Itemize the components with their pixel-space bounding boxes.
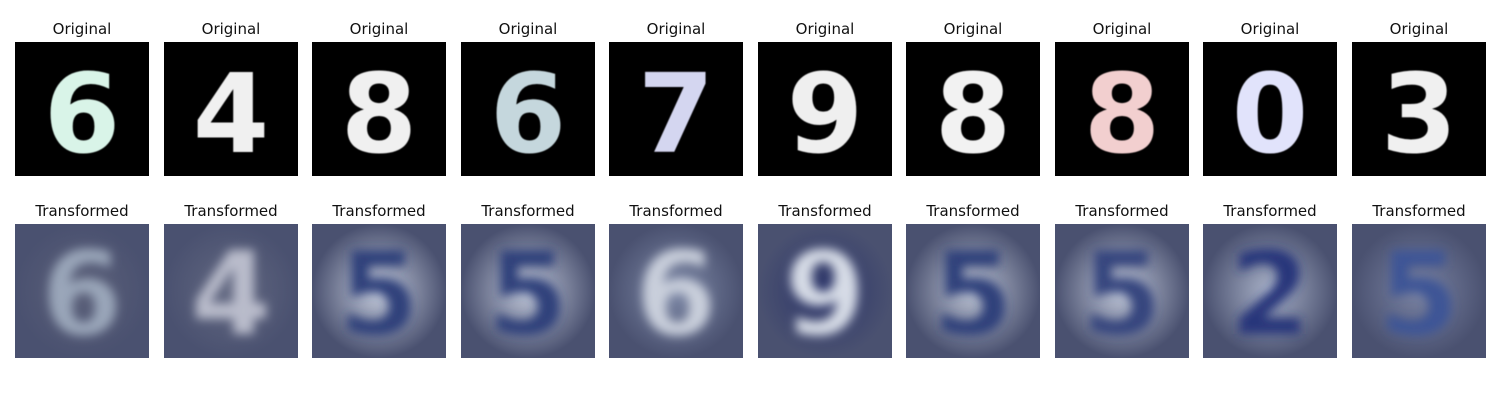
transformed-image: 4 <box>164 224 298 358</box>
transformed-image: 5 <box>906 224 1040 358</box>
digit-glyph: 3 <box>1381 50 1458 176</box>
image-background <box>312 224 446 358</box>
digit-glyph: 5 <box>1082 228 1162 358</box>
image-background <box>1352 42 1486 176</box>
digit-glyph: 5 <box>933 228 1013 358</box>
original-image: 4 <box>164 42 298 176</box>
image-background <box>1203 224 1337 358</box>
original-image: 0 <box>1203 42 1337 176</box>
transformed-image: 5 <box>1055 224 1189 358</box>
image-background <box>15 42 149 176</box>
transformed-image: 5 <box>1352 224 1486 358</box>
image-background <box>1055 42 1189 176</box>
original-title: Original <box>646 20 706 38</box>
transformed-title: Transformed <box>778 202 872 220</box>
digit-glyph: 4 <box>191 228 271 358</box>
transformed-title: Transformed <box>926 202 1020 220</box>
digit-glyph: 6 <box>44 50 121 176</box>
original-image: 6 <box>15 42 149 176</box>
original-title: Original <box>52 20 112 38</box>
original-title: Original <box>498 20 558 38</box>
original-title: Original <box>349 20 409 38</box>
image-background <box>1055 224 1189 358</box>
original-image: 6 <box>461 42 595 176</box>
digit-glyph: 5 <box>1379 228 1459 358</box>
transformed-title: Transformed <box>1223 202 1317 220</box>
digit-glyph: 6 <box>42 228 122 358</box>
original-image: 8 <box>312 42 446 176</box>
digit-glyph: 5 <box>488 228 568 358</box>
original-title: Original <box>1092 20 1152 38</box>
image-background <box>758 224 892 358</box>
original-title: Original <box>1389 20 1449 38</box>
image-background <box>164 42 298 176</box>
original-image: 8 <box>906 42 1040 176</box>
digit-glyph: 2 <box>1230 228 1310 358</box>
digit-glyph: 9 <box>787 50 864 176</box>
transformed-title: Transformed <box>1075 202 1169 220</box>
digit-glyph: 4 <box>193 50 270 176</box>
original-image: 9 <box>758 42 892 176</box>
digit-glyph: 9 <box>785 228 865 358</box>
digit-glyph: 8 <box>1084 50 1161 176</box>
original-image: 8 <box>1055 42 1189 176</box>
image-background <box>609 224 743 358</box>
image-background <box>164 224 298 358</box>
digit-glyph: 5 <box>339 228 419 358</box>
transformed-title: Transformed <box>35 202 129 220</box>
image-background <box>461 224 595 358</box>
image-background <box>312 42 446 176</box>
transformed-title: Transformed <box>1372 202 1466 220</box>
transformed-image: 5 <box>312 224 446 358</box>
image-background <box>1203 42 1337 176</box>
image-background <box>906 42 1040 176</box>
transformed-image: 6 <box>15 224 149 358</box>
transformed-title: Transformed <box>332 202 426 220</box>
digit-glyph: 6 <box>636 228 716 358</box>
original-image: 3 <box>1352 42 1486 176</box>
image-background <box>15 224 149 358</box>
image-background <box>609 42 743 176</box>
digit-glyph: 0 <box>1232 50 1309 176</box>
transformed-image: 6 <box>609 224 743 358</box>
image-background <box>758 42 892 176</box>
digit-glyph: 8 <box>341 50 418 176</box>
digit-glyph: 6 <box>490 50 567 176</box>
transformed-title: Transformed <box>481 202 575 220</box>
original-title: Original <box>201 20 261 38</box>
original-title: Original <box>795 20 855 38</box>
transformed-image: 2 <box>1203 224 1337 358</box>
transformed-title: Transformed <box>629 202 723 220</box>
transformed-title: Transformed <box>184 202 278 220</box>
transformed-image: 5 <box>461 224 595 358</box>
image-background <box>461 42 595 176</box>
original-title: Original <box>1240 20 1300 38</box>
original-title: Original <box>943 20 1003 38</box>
digit-glyph: 7 <box>638 50 715 176</box>
original-image: 7 <box>609 42 743 176</box>
digit-glyph: 8 <box>935 50 1012 176</box>
transformed-image: 9 <box>758 224 892 358</box>
image-background <box>906 224 1040 358</box>
image-background <box>1352 224 1486 358</box>
